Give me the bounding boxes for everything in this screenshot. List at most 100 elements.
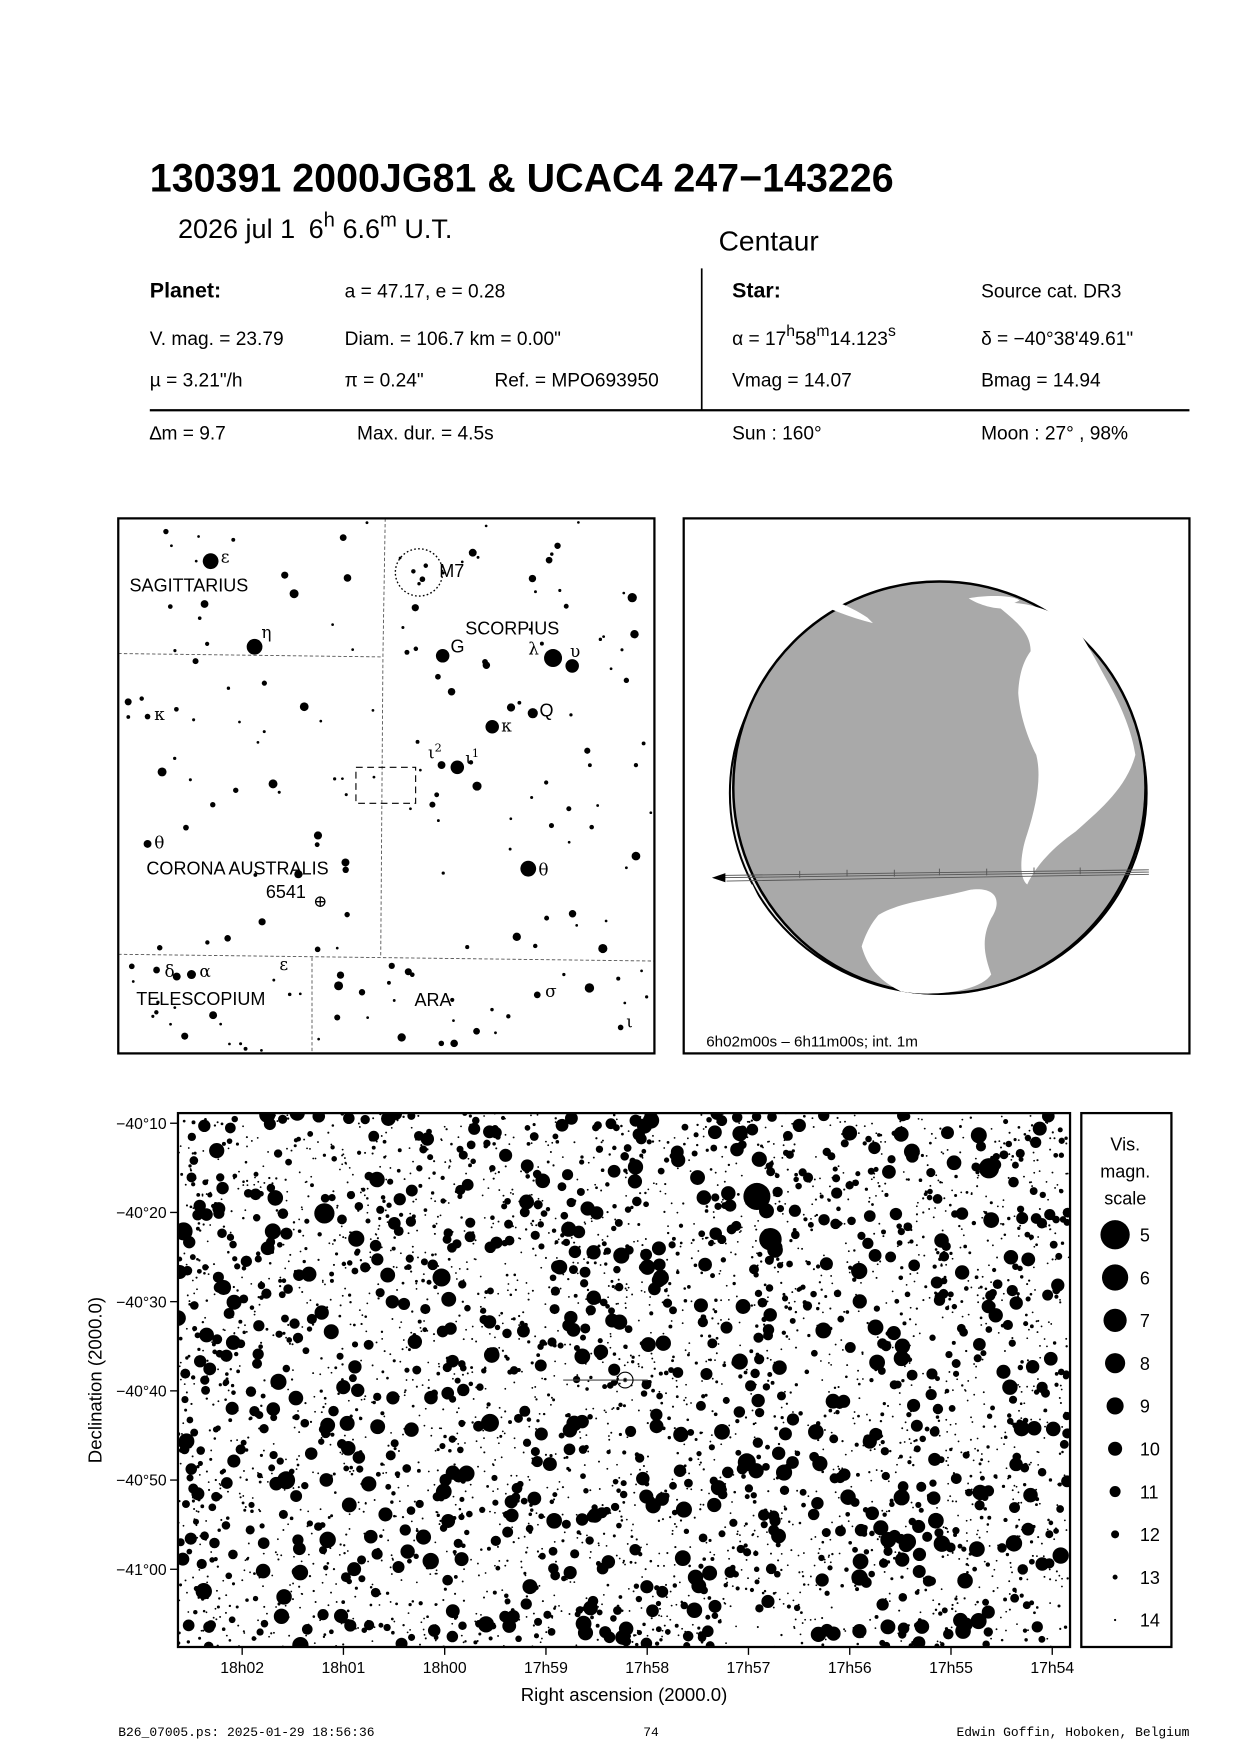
field-star — [847, 1198, 850, 1201]
field-star — [985, 1562, 991, 1567]
field-star — [589, 1551, 592, 1553]
field-star — [620, 1152, 629, 1161]
field-star — [625, 1283, 628, 1286]
field-star — [1031, 1389, 1034, 1392]
field-star — [181, 1395, 189, 1404]
field-star — [293, 1413, 300, 1421]
x-tick-label: 17h55 — [929, 1660, 973, 1677]
field-star — [343, 1422, 348, 1427]
legend-magnitude-label: 8 — [1140, 1354, 1150, 1374]
field-star — [392, 1561, 405, 1574]
field-star — [379, 1592, 382, 1595]
field-star — [416, 1527, 418, 1530]
field-star — [928, 1386, 932, 1389]
field-star — [304, 1218, 310, 1224]
field-star — [638, 1354, 641, 1357]
finder-star — [512, 932, 521, 941]
field-star — [230, 1383, 235, 1388]
field-star — [448, 1435, 457, 1443]
field-star — [243, 1469, 245, 1472]
field-star — [541, 1377, 544, 1380]
field-star — [988, 1308, 1003, 1323]
field-star — [1057, 1127, 1063, 1133]
field-star — [182, 1524, 185, 1527]
field-star — [1052, 1286, 1061, 1295]
finder-star — [419, 768, 422, 772]
finder-star — [317, 1037, 320, 1041]
field-star — [202, 1629, 205, 1632]
field-star — [900, 1266, 904, 1270]
field-star — [195, 1524, 198, 1527]
field-star — [965, 1562, 969, 1566]
field-star — [557, 1342, 564, 1349]
y-tick-label: −40°50 — [116, 1473, 167, 1490]
field-star — [794, 1310, 798, 1314]
field-star — [733, 1490, 737, 1494]
field-star — [1047, 1321, 1050, 1324]
field-star — [848, 1271, 851, 1274]
field-star — [418, 1414, 421, 1417]
field-star — [558, 1480, 561, 1483]
field-star — [202, 1349, 204, 1352]
field-star — [622, 1559, 626, 1562]
field-star — [740, 1226, 743, 1229]
field-star — [315, 1303, 319, 1307]
field-star — [783, 1507, 788, 1511]
field-star — [180, 1172, 184, 1176]
finder-star — [404, 649, 410, 655]
field-star — [807, 1583, 810, 1586]
field-star — [489, 1165, 496, 1172]
field-star — [727, 1549, 729, 1552]
field-star — [1054, 1186, 1056, 1189]
field-star — [227, 1454, 241, 1468]
field-star — [843, 1188, 846, 1191]
field-star — [726, 1581, 729, 1584]
field-star — [407, 1484, 409, 1487]
field-star — [940, 1151, 943, 1154]
field-star — [506, 1483, 509, 1486]
field-star — [514, 1288, 517, 1291]
field-star — [217, 1528, 221, 1532]
field-star — [242, 1125, 244, 1128]
field-star — [825, 1393, 841, 1409]
field-star — [359, 1191, 362, 1194]
field-star — [751, 1246, 754, 1248]
field-star — [277, 1558, 280, 1561]
field-star — [344, 1619, 357, 1632]
field-star — [665, 1596, 668, 1599]
finder-star — [341, 858, 350, 867]
field-star — [711, 1410, 714, 1413]
field-star — [745, 1368, 748, 1371]
field-star — [380, 1462, 384, 1466]
field-star — [562, 1423, 578, 1438]
field-star — [1009, 1395, 1018, 1404]
field-star — [334, 1491, 337, 1494]
field-star — [961, 1384, 964, 1387]
field-star — [601, 1238, 604, 1241]
field-star — [929, 1426, 940, 1437]
field-star — [273, 1114, 276, 1117]
finder-star — [169, 1022, 172, 1026]
field-star — [700, 1334, 704, 1338]
field-star — [773, 1570, 781, 1578]
field-star — [709, 1440, 712, 1443]
field-star — [667, 1294, 670, 1297]
finder-star — [226, 686, 231, 690]
field-star — [735, 1625, 737, 1628]
field-star — [720, 1299, 723, 1302]
field-star — [420, 1144, 423, 1147]
field-star — [193, 1609, 198, 1615]
field-star — [447, 1242, 457, 1253]
field-star — [568, 1265, 578, 1275]
field-star — [242, 1495, 245, 1497]
field-star — [534, 1617, 543, 1626]
field-star — [1016, 1212, 1029, 1225]
bright-field-star — [435, 1483, 452, 1500]
field-star — [186, 1416, 194, 1424]
field-star — [753, 1566, 760, 1573]
field-star — [678, 1223, 684, 1228]
field-star — [317, 1258, 320, 1261]
label-sagittarius: SAGITTARIUS — [130, 576, 249, 596]
field-star — [498, 1406, 501, 1409]
field-star — [1009, 1296, 1023, 1310]
